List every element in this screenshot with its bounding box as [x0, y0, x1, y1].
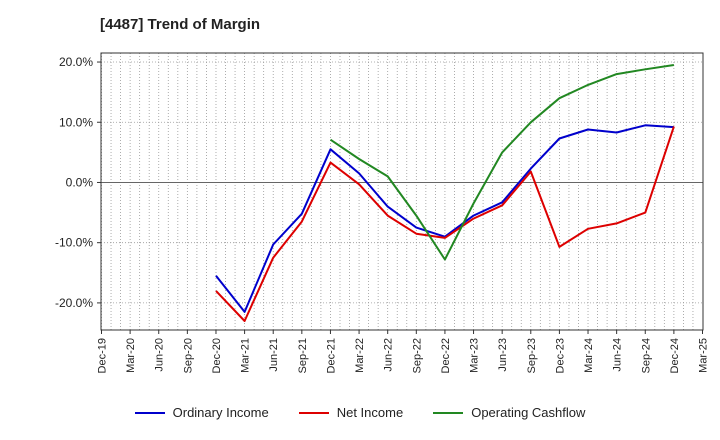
series-line-net-income [215, 126, 675, 322]
legend-item: Operating Cashflow [433, 405, 585, 420]
x-tick-label: Dec-21 [325, 338, 337, 373]
x-tick-label: Dec-19 [97, 338, 109, 373]
x-tick-label: Mar-23 [469, 338, 481, 373]
y-tick-label: 0.0% [66, 175, 94, 189]
grid-lines [101, 53, 703, 330]
x-tick-label: Jun-22 [383, 338, 395, 372]
legend-swatch [433, 411, 464, 414]
x-tick-label: Sep-22 [411, 338, 423, 373]
x-tick-label: Jun-24 [612, 338, 624, 372]
legend-swatch [298, 411, 329, 414]
x-tick-label: Mar-21 [240, 338, 252, 373]
x-tick-label: Sep-24 [640, 338, 652, 373]
y-axis-ticks: 20.0% 10.0% 0.0% -10.0% -20.0% [55, 55, 101, 310]
x-tick-label: Dec-23 [554, 338, 566, 373]
y-tick-label: 10.0% [59, 115, 93, 129]
x-tick-label: Jun-20 [154, 338, 166, 372]
y-tick-label: 20.0% [59, 55, 93, 69]
x-tick-label: Sep-21 [297, 338, 309, 373]
x-tick-label: Mar-25 [698, 338, 710, 373]
legend-item: Ordinary Income [134, 405, 269, 420]
x-tick-label: Jun-21 [268, 338, 280, 372]
legend-label: Ordinary Income [172, 405, 269, 420]
legend: Ordinary Income Net Income Operating Cashf… [0, 405, 720, 420]
y-tick-label: -10.0% [55, 236, 93, 250]
legend-item: Net Income [298, 405, 404, 420]
x-tick-label: Mar-24 [583, 338, 595, 373]
chart-title: [4487] Trend of Margin [100, 16, 261, 33]
x-tick-label: Sep-23 [526, 338, 538, 373]
legend-label: Net Income [336, 405, 404, 420]
legend-label: Operating Cashflow [471, 405, 586, 420]
x-axis-ticks: Dec-19 Mar-20 Jun-20 Sep-20 Dec-20 Mar-21 Jun-… [97, 330, 710, 373]
series-lines [215, 64, 675, 322]
x-tick-label: Jun-23 [497, 338, 509, 372]
plot-area-frame [100, 52, 704, 331]
x-tick-label: Mar-20 [125, 338, 137, 373]
x-tick-label: Sep-20 [182, 338, 194, 373]
legend-swatch [134, 411, 165, 414]
x-tick-label: Mar-22 [354, 338, 366, 373]
x-tick-label: Dec-20 [211, 338, 223, 373]
x-tick-label: Dec-22 [440, 338, 452, 373]
x-tick-label: Dec-24 [669, 338, 681, 373]
series-line-operating-cashflow [329, 64, 675, 261]
y-tick-label: -20.0% [55, 296, 93, 310]
